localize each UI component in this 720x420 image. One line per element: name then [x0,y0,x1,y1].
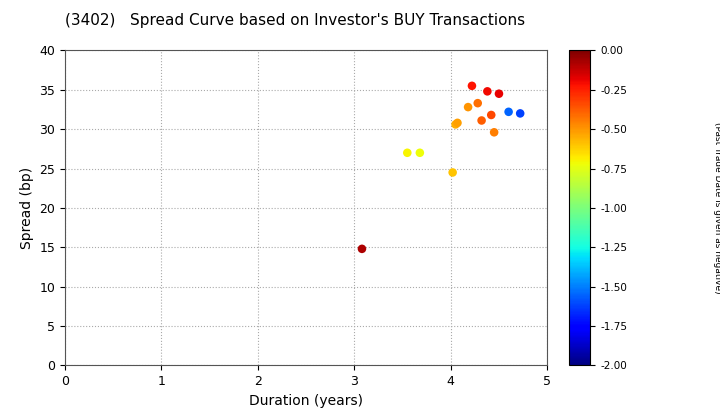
Point [503,108,514,115]
Point [514,110,526,117]
Point [485,112,497,118]
Point [414,150,426,156]
Point [402,150,413,156]
Point [488,129,500,136]
Text: (3402)   Spread Curve based on Investor's BUY Transactions: (3402) Spread Curve based on Investor's … [65,13,525,28]
Point [447,169,459,176]
Point [493,90,505,97]
Point [482,88,493,95]
Point [356,245,368,252]
Point [462,104,474,110]
Point [451,119,463,126]
Y-axis label: Spread (bp): Spread (bp) [19,167,34,249]
X-axis label: Duration (years): Duration (years) [249,394,363,408]
Point [472,100,484,107]
Point [466,82,477,89]
Point [476,117,487,124]
Y-axis label: Time in years between 9/20/2024 and Trade Date
(Past Trade Date is given as nega: Time in years between 9/20/2024 and Trad… [714,96,720,320]
Point [450,121,462,128]
